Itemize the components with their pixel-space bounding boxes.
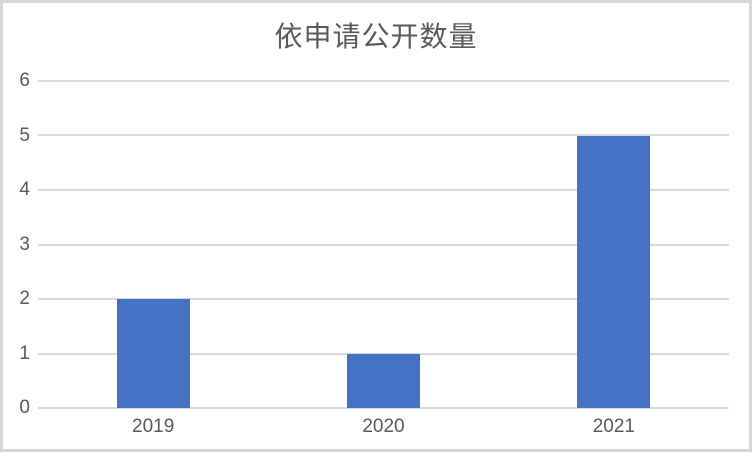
chart-title: 依申请公开数量 (274, 21, 478, 52)
gridline (38, 297, 729, 300)
bar (347, 353, 420, 408)
x-axis-labels: 2019 2020 2021 (38, 416, 729, 442)
gridline (38, 188, 729, 191)
y-tick-label: 3 (19, 233, 30, 255)
y-tick-label: 5 (19, 124, 30, 146)
bar (116, 299, 190, 408)
y-axis-labels: 0 1 2 3 4 5 6 (3, 71, 30, 417)
bar (577, 135, 651, 408)
plot-area (38, 80, 729, 409)
x-tick-label: 2019 (132, 416, 175, 437)
gridline (38, 80, 729, 82)
x-tick-label: 2020 (362, 416, 405, 437)
y-tick-label: 1 (19, 342, 30, 364)
x-tick-label: 2021 (592, 416, 635, 437)
y-tick-label: 2 (19, 288, 30, 310)
y-tick-label: 6 (19, 70, 30, 92)
y-tick-label: 4 (19, 179, 30, 201)
y-tick-label: 0 (19, 397, 30, 419)
gridline (38, 134, 729, 137)
gridline (38, 407, 729, 409)
gridline (38, 243, 729, 246)
